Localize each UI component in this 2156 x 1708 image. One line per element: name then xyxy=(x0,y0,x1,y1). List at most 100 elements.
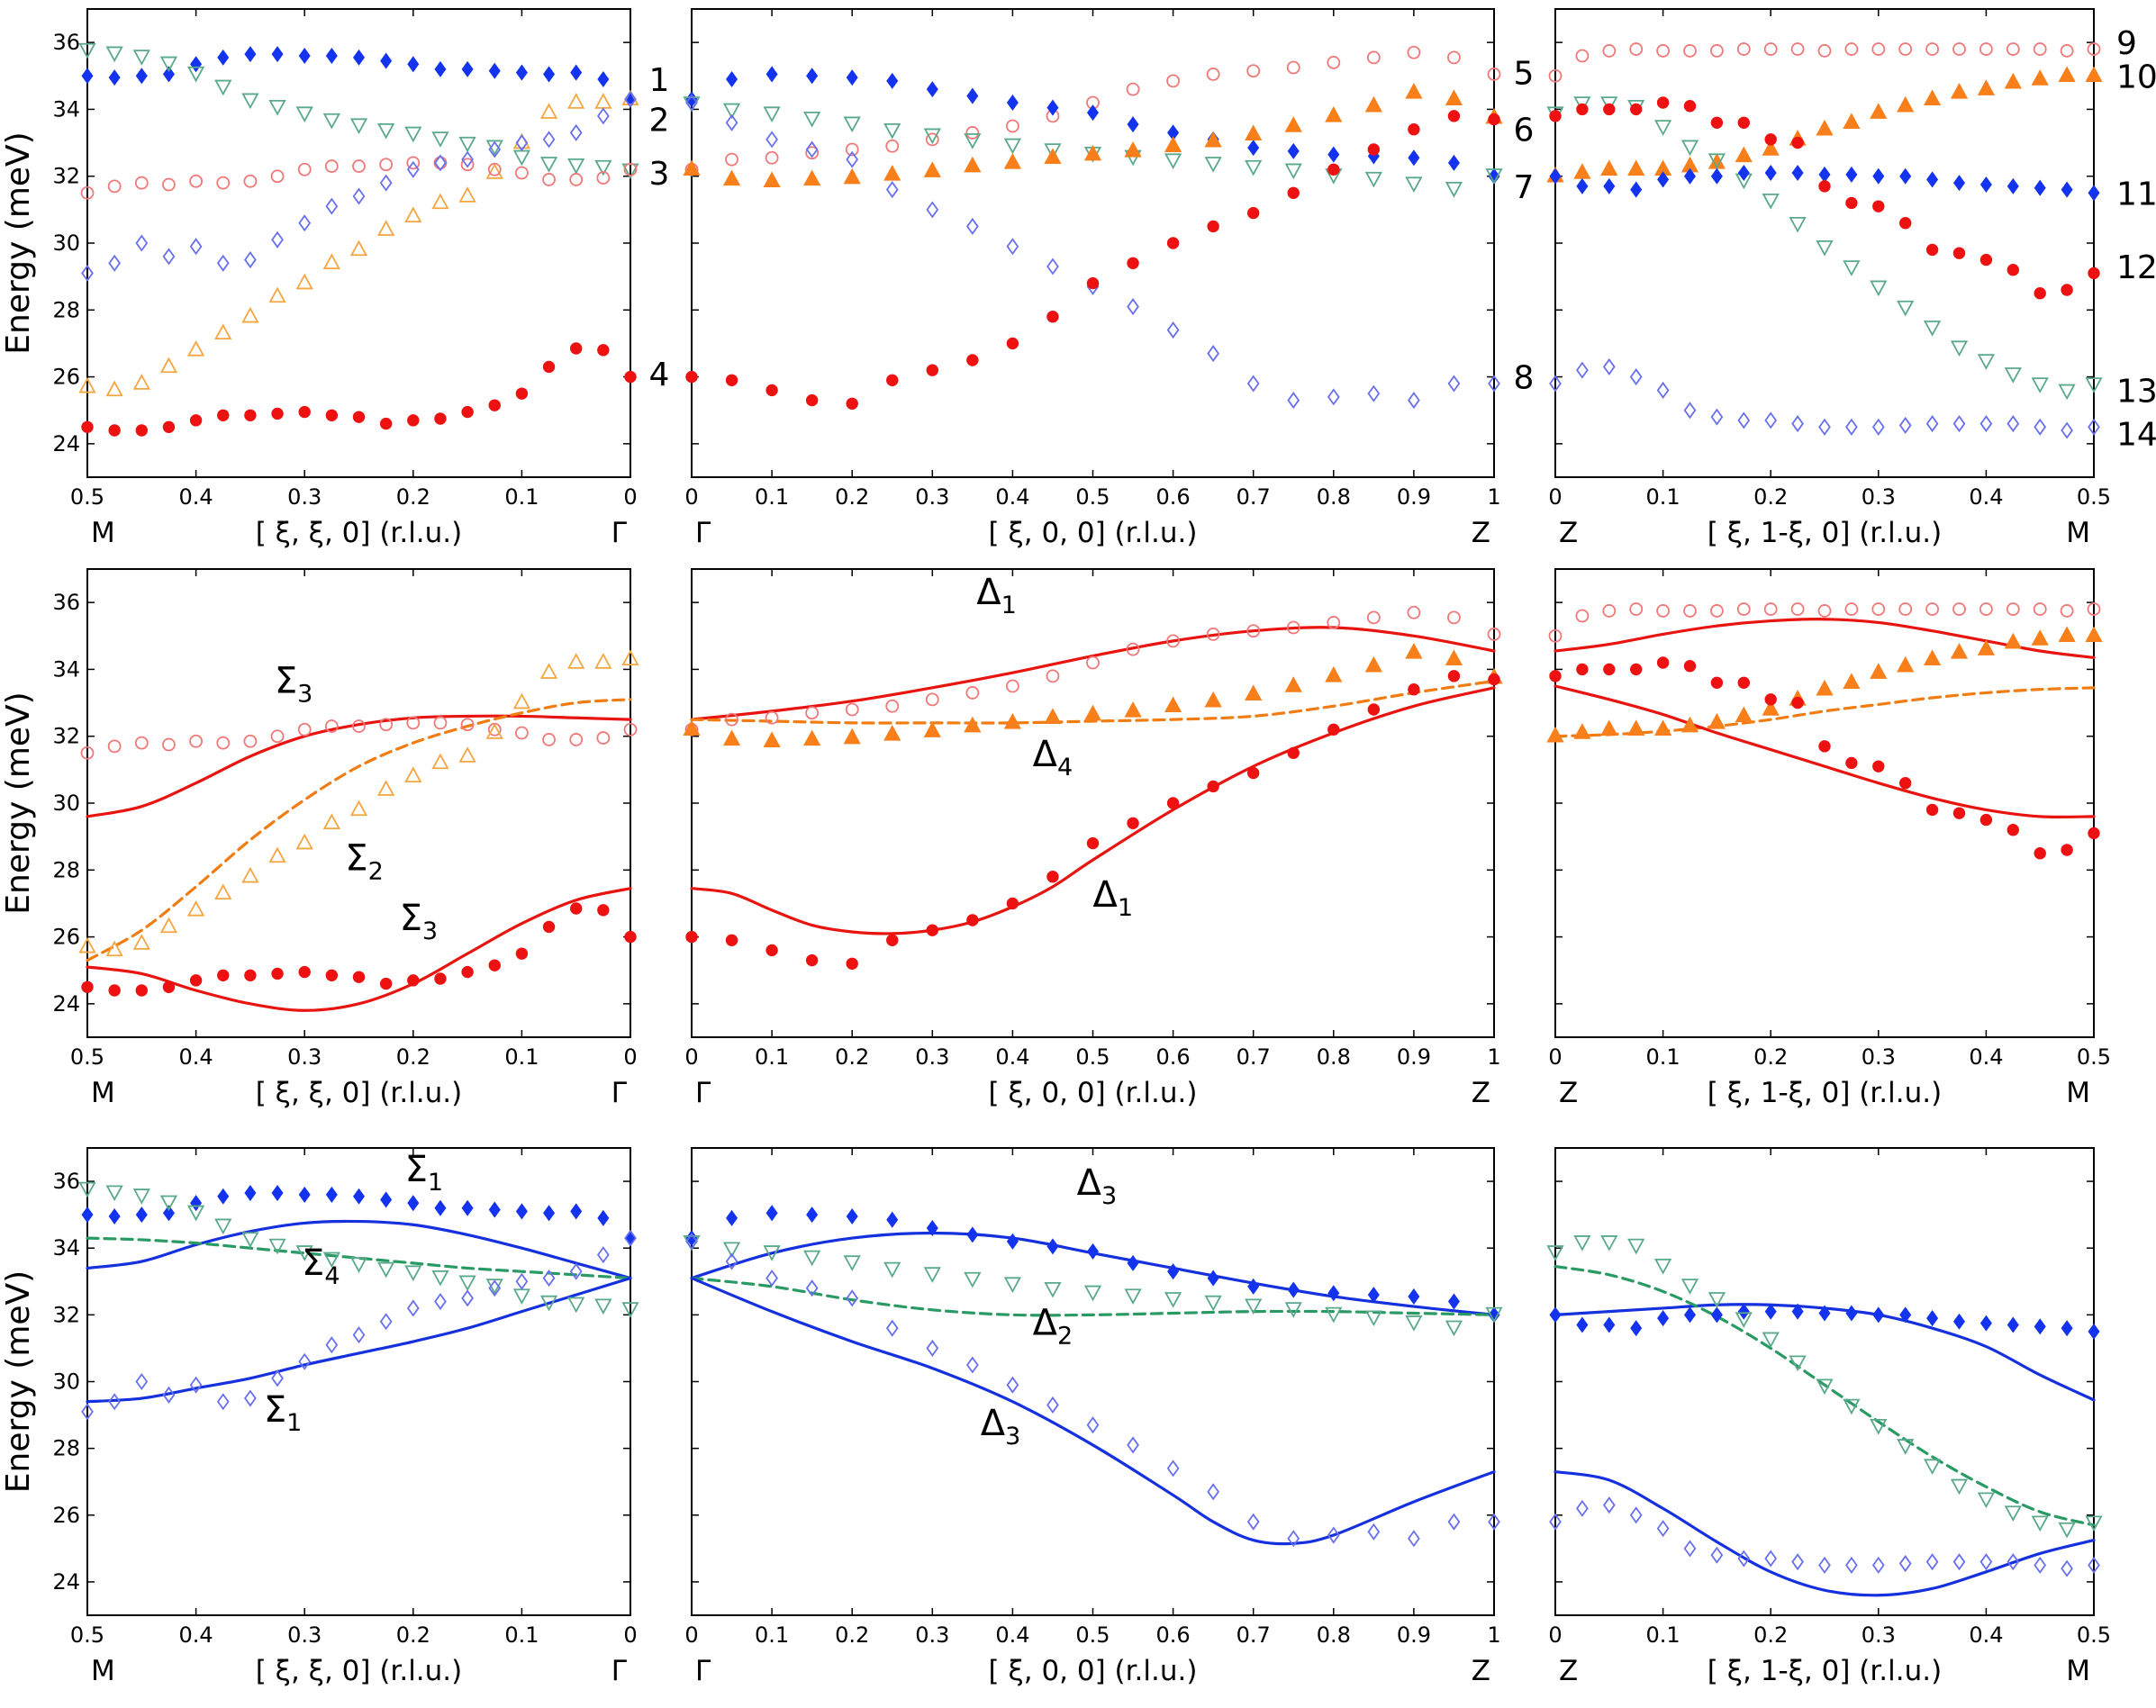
data-point xyxy=(1407,45,1421,59)
data-point xyxy=(805,706,820,720)
data-point xyxy=(1926,1310,1939,1327)
x-axis-label: [ ξ, 0, 0] (r.l.u.) xyxy=(989,517,1198,549)
data-point xyxy=(596,107,610,125)
data-point xyxy=(1708,712,1726,729)
x-tick-label: 0.9 xyxy=(1397,1622,1431,1648)
data-point xyxy=(1923,1459,1942,1476)
data-point xyxy=(1124,1288,1142,1305)
data-point xyxy=(132,934,150,950)
data-point xyxy=(926,201,939,219)
data-point xyxy=(1006,337,1019,350)
data-point xyxy=(190,1195,203,1212)
y-tick-label: 36 xyxy=(52,590,80,615)
data-point xyxy=(1126,642,1140,656)
x-tick-label: 0 xyxy=(684,1622,698,1648)
y-tick-label: 24 xyxy=(52,991,80,1017)
data-point xyxy=(515,134,529,152)
data-point xyxy=(2007,824,2020,836)
data-point xyxy=(1447,610,1461,625)
x-tick-label: 1 xyxy=(1487,1622,1500,1648)
data-point xyxy=(434,972,447,985)
data-point xyxy=(569,733,584,746)
data-point xyxy=(1445,1320,1463,1337)
data-point xyxy=(488,140,502,158)
data-point xyxy=(1843,113,1861,130)
data-point xyxy=(543,66,556,83)
data-point xyxy=(1546,1245,1564,1261)
data-point xyxy=(725,113,738,131)
series-lower-data xyxy=(1549,1496,2100,1577)
data-point xyxy=(352,187,366,205)
data-point xyxy=(1683,1306,1697,1324)
data-point xyxy=(965,217,979,235)
data-point xyxy=(542,173,556,186)
data-point xyxy=(407,1195,420,1212)
data-point xyxy=(885,699,900,713)
data-point xyxy=(1763,42,1778,56)
series--4-data xyxy=(78,1181,639,1318)
x-tick-label: 0.3 xyxy=(1862,1044,1896,1070)
data-point xyxy=(1735,1312,1753,1328)
x-tick-label: 0.4 xyxy=(995,1622,1029,1648)
data-point xyxy=(2031,1515,2049,1532)
data-point xyxy=(569,123,583,141)
data-point xyxy=(461,1289,474,1307)
data-point xyxy=(1164,136,1182,153)
data-point xyxy=(270,169,285,184)
data-point xyxy=(1367,384,1381,402)
data-point xyxy=(542,131,556,149)
x-tick-label: 0.1 xyxy=(755,1622,789,1648)
data-point xyxy=(1898,1554,1912,1573)
x-tick-label: 0.2 xyxy=(1753,1044,1788,1070)
data-point xyxy=(1327,163,1340,176)
data-point xyxy=(433,716,448,730)
data-point xyxy=(567,158,585,175)
data-point xyxy=(377,780,395,796)
panel-c-Gamma-Z: 0 0.1 0.2 0.3 0.4 0.5 0.6 0.7 0.8 0.9 1 [ ξ, 0, 0] … xyxy=(683,1147,1503,1687)
series-mode-6-blue-open- xyxy=(685,94,1500,410)
data-point xyxy=(2088,827,2100,840)
data-point xyxy=(159,1195,178,1212)
series--2-data xyxy=(683,1235,1503,1337)
data-point xyxy=(1083,704,1102,721)
x-tick-label: 0.2 xyxy=(835,484,869,510)
data-point xyxy=(1487,628,1501,641)
y-tick-label: 34 xyxy=(52,1235,80,1261)
x-tick-label: 0 xyxy=(623,1044,637,1070)
data-point xyxy=(1247,140,1260,157)
x-tick-label: 0.3 xyxy=(1862,1622,1896,1648)
data-point xyxy=(1952,42,1966,56)
x-left-point-label: M xyxy=(91,1077,115,1109)
data-point xyxy=(1603,1316,1616,1333)
data-point xyxy=(325,409,339,421)
data-point xyxy=(1166,321,1180,339)
data-point xyxy=(186,66,205,83)
data-point xyxy=(298,1352,312,1370)
data-point xyxy=(1872,760,1885,773)
data-point xyxy=(1735,146,1753,163)
data-point xyxy=(1683,1540,1697,1558)
data-point xyxy=(1246,624,1261,638)
data-point xyxy=(923,1267,941,1283)
data-point xyxy=(1575,49,1590,63)
data-point xyxy=(1871,42,1886,56)
data-point xyxy=(965,1356,979,1374)
data-point xyxy=(1818,180,1831,193)
data-point xyxy=(271,1369,284,1387)
data-point xyxy=(1818,1305,1831,1322)
data-point xyxy=(1627,1238,1645,1255)
data-point xyxy=(404,766,422,783)
data-point xyxy=(1327,616,1341,629)
data-point xyxy=(271,1185,284,1202)
x-tick-label: 0 xyxy=(1548,1622,1562,1648)
data-point xyxy=(2088,1556,2100,1574)
data-point xyxy=(189,238,203,256)
data-point xyxy=(1710,44,1724,58)
data-point xyxy=(1979,42,1993,56)
data-point xyxy=(1817,44,1832,58)
plot-frame xyxy=(1554,1147,2095,1616)
x-tick-label: 0 xyxy=(623,484,637,510)
x-tick-label: 0.8 xyxy=(1317,1622,1351,1648)
data-point xyxy=(78,376,96,393)
data-point xyxy=(845,702,859,717)
